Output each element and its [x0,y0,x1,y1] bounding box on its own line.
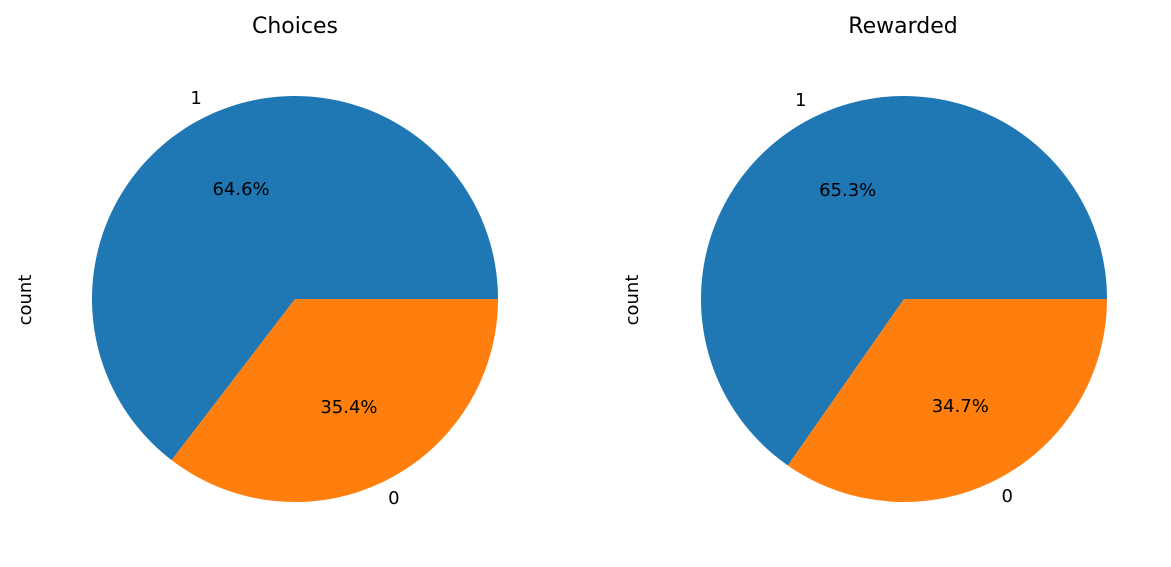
y-axis-label: count [622,275,643,326]
slice-percent-label: 64.6% [212,179,269,200]
slice-category-label: 1 [795,90,806,111]
slice-percent-label: 65.3% [819,180,876,201]
pie-slice-0 [171,299,498,502]
pie-chart-rewarded: Rewarded count 65.3% 1 34.7% 0 [622,14,1107,507]
slice-category-label: 0 [388,488,399,509]
pie-slice-0 [787,299,1107,502]
pie-slice-1 [700,96,1107,466]
pie-slice-1 [91,96,498,461]
pie-chart-choices: Choices count 64.6% 1 35.4% 0 [15,14,498,509]
chart-title: Rewarded [848,14,957,39]
slice-category-label: 1 [190,88,201,109]
slice-category-label: 0 [1002,486,1013,507]
y-axis-label: count [15,275,36,326]
slice-percent-label: 35.4% [320,397,377,418]
chart-title: Choices [252,14,338,39]
slice-percent-label: 34.7% [932,396,989,417]
